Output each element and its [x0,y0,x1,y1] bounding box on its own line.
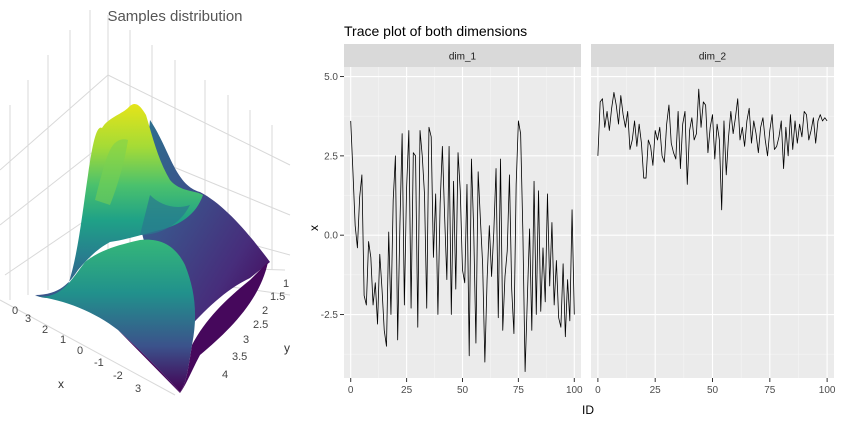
x-tick-label: 25 [650,385,662,396]
y-tick-label: -2.5 [321,310,339,321]
y-tick-label: 2.5 [324,151,338,162]
facet-strip-label: dim_1 [449,52,477,63]
y-tick-3: 2.5 [253,319,268,331]
x-tick-6: -2 [113,370,123,382]
surface-front-dark [118,262,268,393]
facet-dim_1: dim_1 0 25 50 75 100 [344,44,583,396]
x-tick-3: 1 [60,334,66,346]
y-tick-label: 0.0 [324,231,338,242]
y-tick-0: 1 [283,278,289,290]
trace-facets: dim_1 0 25 50 75 100 dim_2 0 25 50 75 100 [344,44,836,396]
x-tick-label: 0 [348,385,354,396]
trace-y-axis: -2.5 0.0 2.5 5.0 [321,72,344,321]
y-axis-title: y [284,341,290,355]
surface-ridge-shadow [140,195,190,235]
surface-plot-panel: Samples distribution [0,0,300,424]
x-tick-label: 75 [764,385,776,396]
y-tick-2: 2 [262,305,268,317]
x-tick-1: 3 [25,313,31,325]
x-tick-7: 3 [135,383,141,395]
trace-title: Trace plot of both dimensions [344,23,527,39]
y-tick-6: 4 [222,369,228,381]
x-axis-3d: 0 3 2 1 0 -1 -2 3 x [12,305,141,395]
trace-plot-panel: Trace plot of both dimensions x ID -2.5 0… [300,0,846,424]
trace-y-axis-title: x [307,225,321,231]
x-tick-4: 0 [77,345,83,357]
y-tick-4: 3 [243,334,249,346]
trace-line-dim_1 [350,120,575,373]
y-tick-label: 5.0 [324,72,338,83]
x-tick-label: 75 [513,385,525,396]
x-tick-label: 25 [401,385,413,396]
trace-x-axis-title: ID [582,403,594,417]
trace-plot[interactable]: Trace plot of both dimensions x ID -2.5 0… [300,0,846,424]
x-tick-2: 2 [42,324,48,336]
y-axis-3d: 1 1.5 2 2.5 3 3.5 4 y [222,278,290,381]
y-tick-5: 3.5 [232,351,247,363]
facet-dim_2: dim_2 0 25 50 75 100 [591,44,836,396]
x-tick-label: 100 [819,385,836,396]
surface-mesh [35,104,270,393]
x-tick-label: 100 [566,385,583,396]
x-tick-label: 50 [457,385,469,396]
surface-ridge-highlight [95,139,128,205]
surface-main-peak [35,104,203,298]
x-axis-title: x [58,377,64,391]
y-tick-1: 1.5 [270,291,285,303]
x-tick-label: 0 [595,385,601,396]
x-tick-0: 0 [12,305,18,317]
surface-title: Samples distribution [107,8,242,25]
facet-strip [591,44,834,67]
trace-line-dim_2 [597,88,828,211]
surface-front-slope [35,239,196,392]
x-tick-5: -1 [94,357,104,369]
facet-strip-label: dim_2 [699,52,727,63]
facet-strip [344,44,581,67]
x-tick-label: 50 [707,385,719,396]
surface-plot[interactable]: Samples distribution [0,0,300,424]
